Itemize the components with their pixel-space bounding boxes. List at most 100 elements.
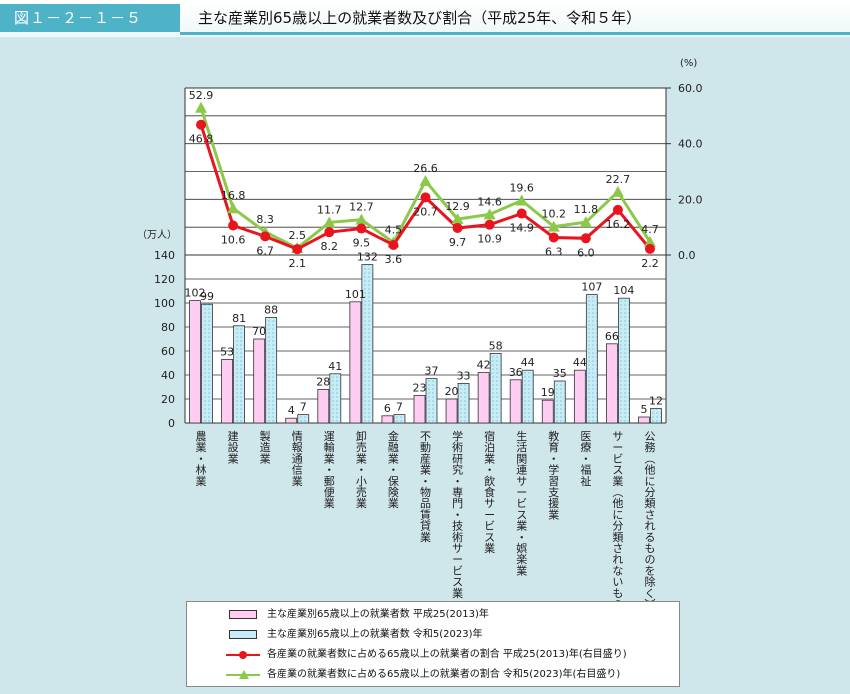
bar-value-label-2023: 33 (457, 369, 471, 382)
point-2013 (388, 239, 399, 250)
bar-2023 (425, 378, 438, 424)
line-value-label-2023: 26.6 (413, 162, 438, 175)
bar-2023 (489, 352, 502, 424)
bar-2023 (650, 408, 662, 424)
bar-value-label-2013: 53 (220, 345, 234, 358)
left-tick-label: 80 (161, 321, 175, 334)
bar-2023 (393, 414, 406, 424)
line-value-label-2013: 14.9 (509, 222, 534, 235)
bar-value-label-2023: 35 (553, 367, 567, 380)
bar-2013 (573, 369, 586, 424)
right-axis-unit: (%) (680, 58, 697, 69)
bar-value-label-2013: 6 (384, 402, 391, 415)
bar-2013 (349, 301, 362, 424)
point-2013 (196, 119, 207, 130)
bar-2023 (361, 264, 374, 424)
x-tick-label: 医療・福祉 (580, 430, 591, 488)
bar-2013 (317, 388, 330, 424)
bar-2023 (233, 325, 246, 424)
line-value-label-2023: 4.7 (641, 223, 659, 236)
right-tick-label: 0.0 (678, 249, 696, 262)
bar-2013 (413, 394, 426, 424)
bar-value-label-2013: 44 (573, 356, 587, 369)
left-tick-label: 40 (161, 369, 175, 382)
line-value-label-2023: 11.7 (317, 203, 342, 216)
x-tick-label: 製造業 (260, 429, 271, 465)
legend-label: 主な産業別65歳以上の就業者数 平成25(2013)年 (267, 609, 489, 620)
bar-2023 (201, 303, 213, 424)
bar-2013 (253, 338, 266, 424)
bar-value-label-2023: 104 (613, 284, 634, 297)
point-2023 (195, 101, 208, 113)
bar-value-label-2013: 28 (316, 375, 330, 388)
bar-value-label-2013: 23 (413, 381, 427, 394)
bar-value-label-2013: 36 (509, 366, 523, 379)
legend-marker-triangle (239, 670, 249, 679)
bar-value-label-2013: 20 (445, 385, 459, 398)
bar-value-label-2023: 99 (200, 290, 214, 303)
point-2023 (419, 174, 432, 186)
bar-2023 (297, 414, 310, 424)
bar-value-label-2023: 88 (264, 303, 278, 316)
line-value-label-2023: 16.8 (221, 189, 246, 202)
point-2013 (356, 223, 367, 234)
bar-2013 (606, 343, 618, 424)
legend-label: 各産業の就業者数に占める65歳以上の就業者の割合 平成25(2013)年(右目盛… (267, 649, 627, 660)
bar-value-label-2023: 132 (357, 251, 378, 264)
legend-label: 各産業の就業者数に占める65歳以上の就業者の割合 令和5(2023)年(右目盛り… (267, 669, 621, 680)
bar-value-label-2023: 7 (300, 401, 307, 414)
line-value-label-2013: 8.2 (321, 240, 339, 253)
line-value-label-2023: 2.5 (288, 229, 306, 242)
x-tick-label: 宿泊業・飲食サービス業 (484, 429, 495, 555)
point-2023 (355, 213, 368, 225)
x-tick-label: 情報通信業 (292, 430, 303, 488)
x-tick-label: 農業・林業 (196, 429, 207, 488)
legend-marker-circle (239, 651, 247, 659)
left-tick-label: 120 (154, 273, 175, 286)
point-2023 (611, 185, 624, 197)
bar-2013 (477, 372, 490, 424)
point-2013 (260, 231, 271, 242)
line-value-label-2023: 4.5 (385, 223, 403, 236)
x-tick-label: サービス業︵他に分類されないもの︶ (612, 430, 623, 622)
point-2013 (292, 244, 303, 255)
line-value-label-2013: 10.6 (221, 233, 246, 246)
point-2013 (612, 204, 623, 215)
point-2023 (547, 220, 560, 232)
point-2023 (227, 202, 240, 214)
left-tick-label: 100 (154, 297, 175, 310)
left-tick-label: 20 (161, 393, 175, 406)
line-value-label-2023: 10.2 (542, 208, 567, 221)
x-tick-label: 不動産業・物品賃貸業 (420, 430, 431, 544)
bar-value-label-2023: 107 (581, 281, 602, 294)
point-2013 (580, 233, 591, 244)
right-tick-label: 60.0 (678, 82, 703, 95)
bar-2013 (221, 358, 234, 424)
bar-value-label-2013: 4 (288, 404, 295, 417)
bar-value-label-2013: 102 (185, 287, 206, 300)
legend-label: 主な産業別65歳以上の就業者数 令和5(2023)年 (267, 629, 483, 640)
point-2023 (451, 213, 464, 225)
x-tick-label: 運輸業・郵便業 (324, 430, 335, 510)
bar-2013 (285, 417, 298, 424)
figure-header: 図１－２－１－５ 主な産業別65歳以上の就業者数及び割合（平成25年、令和５年） (0, 0, 850, 37)
bar-value-label-2013: 5 (640, 403, 647, 416)
point-2013 (484, 219, 495, 230)
line-value-label-2013: 9.5 (353, 237, 371, 250)
bar-2013 (638, 416, 650, 424)
point-2023 (515, 194, 528, 206)
point-2023 (483, 208, 496, 220)
bar-2023 (618, 297, 630, 424)
point-2023 (579, 216, 592, 228)
bar-2013 (189, 300, 201, 424)
line-value-label-2013: 9.7 (449, 236, 467, 249)
x-tick-label: 金融業・保険業 (388, 429, 399, 510)
bar-2023 (553, 380, 566, 424)
line-value-label-2013: 6.0 (577, 246, 595, 259)
line-value-label-2023: 11.8 (574, 203, 599, 216)
legend: 主な産業別65歳以上の就業者数 平成25(2013)年 主な産業別65歳以上の就… (186, 601, 680, 687)
line-value-label-2013: 10.9 (477, 233, 502, 246)
bar-value-label-2023: 7 (396, 401, 403, 414)
point-2013 (452, 223, 463, 234)
bar-value-label-2023: 37 (425, 365, 439, 378)
